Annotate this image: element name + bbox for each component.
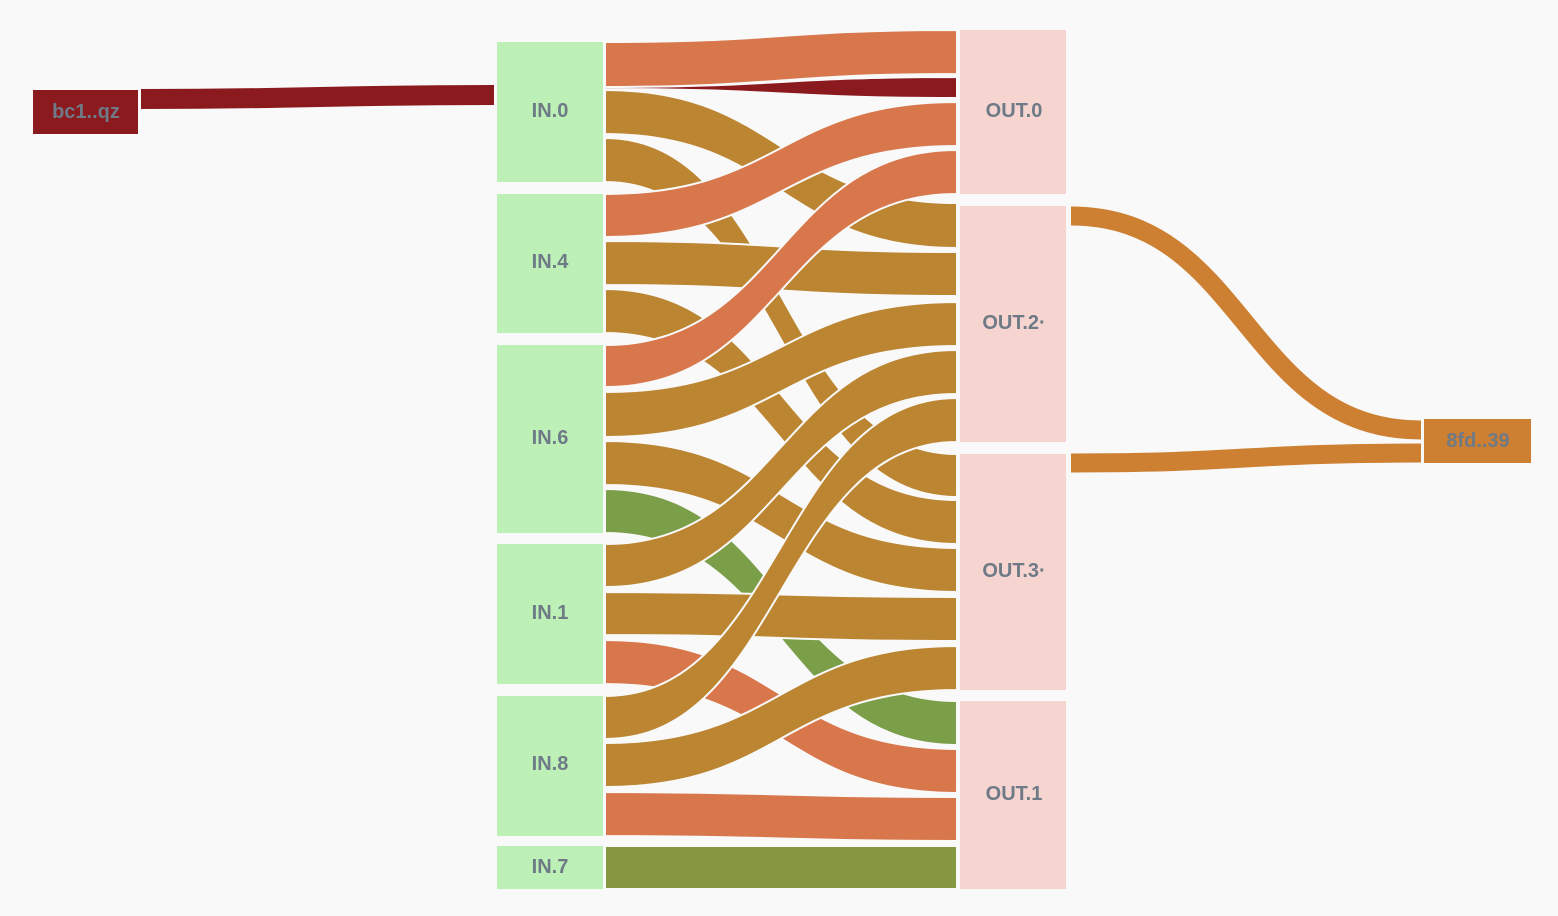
input-node-in4[interactable]: IN.4 xyxy=(497,194,603,333)
input-node-label: IN.7 xyxy=(532,856,569,878)
output-node-out2[interactable]: OUT.2· xyxy=(960,206,1066,442)
input-node-label: IN.1 xyxy=(532,602,569,624)
input-nodes: IN.0 IN.4 IN.6 IN.1 IN.8 IN.7 xyxy=(497,42,603,889)
flow-in0-to-out0[interactable] xyxy=(604,75,958,100)
link-out2-to-8fd39[interactable] xyxy=(1070,206,1422,440)
input-node-in8[interactable]: IN.8 xyxy=(497,696,603,836)
input-node-in6[interactable]: IN.6 xyxy=(497,345,603,533)
input-node-label: IN.4 xyxy=(532,251,570,273)
link-bc1qz-to-in0[interactable] xyxy=(140,85,495,109)
input-node-label: IN.8 xyxy=(532,753,569,775)
prev-address-node[interactable]: bc1..qz xyxy=(33,90,138,134)
flow-in1-to-out2[interactable] xyxy=(604,348,958,589)
next-address-node[interactable]: 8fd..39 xyxy=(1424,419,1531,463)
output-nodes: OUT.0 OUT.2· OUT.3· OUT.1 xyxy=(960,30,1066,889)
input-node-in0[interactable]: IN.0 xyxy=(497,42,603,182)
input-node-in7[interactable]: IN.7 xyxy=(497,846,603,889)
output-node-label: OUT.0 xyxy=(986,100,1043,122)
input-node-label: IN.0 xyxy=(532,100,569,122)
flow-in7-to-out1[interactable] xyxy=(604,844,958,891)
flow-in4-to-out0[interactable] xyxy=(604,100,958,239)
flow-in8-to-out1[interactable] xyxy=(604,790,958,843)
output-node-label: OUT.3· xyxy=(982,560,1045,582)
flow-in1-to-out3[interactable] xyxy=(604,590,958,643)
flow-in6-to-out2[interactable] xyxy=(604,300,958,439)
link-out3-to-8fd39[interactable] xyxy=(1070,443,1422,473)
prev-address-label: bc1..qz xyxy=(52,101,120,123)
address-links xyxy=(140,85,1422,473)
input-node-in1[interactable]: IN.1 xyxy=(497,544,603,684)
input-node-label: IN.6 xyxy=(532,427,569,449)
next-address-label: 8fd..39 xyxy=(1446,430,1509,452)
output-node-label: OUT.1 xyxy=(986,783,1043,805)
flow-in8-to-out3[interactable] xyxy=(604,644,958,789)
input-output-flows xyxy=(604,28,958,891)
output-node-label: OUT.2· xyxy=(982,312,1045,334)
flow-in6-to-out0[interactable] xyxy=(604,148,958,389)
output-node-out1[interactable]: OUT.1 xyxy=(960,701,1066,889)
flow-in8-to-out2[interactable] xyxy=(604,396,958,741)
output-node-out3[interactable]: OUT.3· xyxy=(960,454,1066,690)
output-node-out0[interactable]: OUT.0 xyxy=(960,30,1066,194)
